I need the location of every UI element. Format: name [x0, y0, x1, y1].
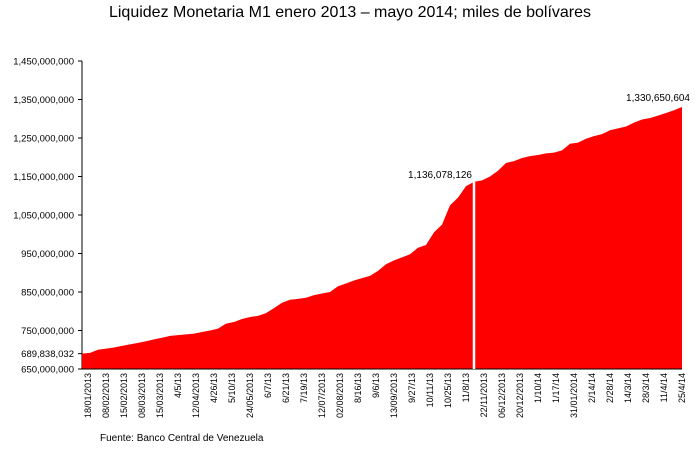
x-tick-label: 20/12/2013: [515, 373, 525, 418]
x-tick-label: 7/19/13: [299, 373, 309, 403]
x-tick-label: 11/8/13: [461, 373, 471, 402]
x-tick-label: 11/4/14: [659, 373, 669, 402]
chart-source: Fuente: Banco Central de Venezuela: [100, 433, 264, 444]
x-tick-label: 06/12/2013: [497, 373, 507, 418]
x-tick-label: 4/26/13: [209, 373, 219, 403]
x-tick-label: 12/04/2013: [191, 373, 201, 418]
x-tick-label: 1/17/14: [551, 373, 561, 403]
y-tick-label: 650,000,000: [21, 365, 74, 376]
x-tick-label: 15/03/2013: [155, 373, 165, 418]
y-tick-label: 1,350,000,000: [13, 95, 74, 106]
x-tick-label: 24/05/2013: [245, 373, 255, 418]
x-tick-label: 4/5/13: [173, 373, 183, 398]
y-tick-label: 1,450,000,000: [13, 57, 74, 68]
x-tick-label: 6/7/13: [263, 373, 273, 398]
x-tick-label: 15/02/2013: [119, 373, 129, 418]
y-tick-label: 689,838,032: [21, 349, 74, 360]
x-tick-label: 2/28/14: [605, 373, 615, 403]
x-tick-label: 08/03/2013: [137, 373, 147, 418]
x-tick-label: 8/16/13: [353, 373, 363, 403]
x-tick-label: 08/02/2013: [101, 373, 111, 418]
x-tick-label: 13/09/2013: [389, 373, 399, 418]
x-tick-label: 2/14/14: [587, 373, 597, 403]
y-tick-label: 750,000,000: [21, 326, 74, 337]
y-tick-label: 950,000,000: [21, 249, 74, 260]
x-tick-label: 10/11/13: [425, 373, 435, 407]
y-axis-ticks: 650,000,000 689,838,032 750,000,000 850,000…: [13, 57, 83, 376]
y-tick-label: 1,250,000,000: [13, 134, 74, 145]
x-tick-label: 1/10/14: [533, 373, 543, 403]
annotations: 1,136,078,126 1,330,650,604: [408, 93, 690, 369]
x-tick-label: 6/21/13: [281, 373, 291, 403]
x-tick-label: 9/27/13: [407, 373, 417, 403]
x-tick-label: 28/3/14: [641, 373, 651, 403]
y-tick-label: 1,150,000,000: [13, 172, 74, 183]
x-tick-label: 10/25/13: [443, 373, 453, 408]
chart-title: Liquidez Monetaria M1 enero 2013 – mayo …: [108, 4, 592, 21]
series-area-m1: [82, 106, 682, 369]
x-tick-label: 14/3/14: [623, 373, 633, 403]
x-tick-label: 18/01/2013: [83, 373, 93, 418]
y-tick-label: 850,000,000: [21, 288, 74, 299]
y-tick-label: 1,050,000,000: [13, 211, 74, 222]
x-tick-label: 12/07/2013: [317, 373, 327, 418]
x-tick-label: 5/10/13: [227, 373, 237, 403]
annotation-label: 1,136,078,126: [408, 170, 472, 181]
plot-area: [82, 106, 682, 369]
x-axis-ticks: 18/01/2013 08/02/2013 15/02/2013 08/03/2013…: [82, 368, 687, 418]
x-tick-label: 31/01/2014: [569, 373, 579, 418]
x-tick-label: 25/4/14: [677, 373, 687, 403]
x-tick-label: 22/11/2013: [479, 373, 489, 417]
annotation-label: 1,330,650,604: [626, 93, 690, 104]
x-tick-label: 02/08/2013: [335, 373, 345, 418]
x-tick-label: 9/6/13: [371, 373, 381, 398]
